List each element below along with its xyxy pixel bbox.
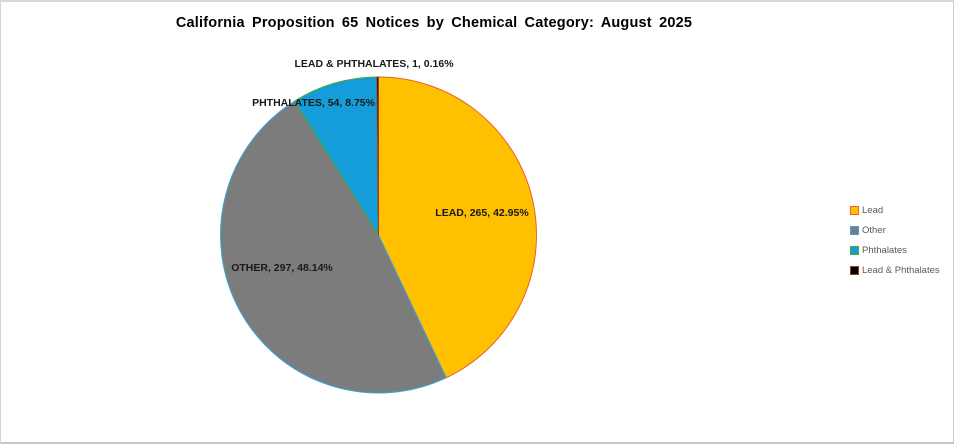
legend-label: Lead — [862, 204, 884, 216]
pie-slice-other — [220, 100, 447, 394]
legend-item-other: Other — [850, 220, 940, 240]
data-label-lead: LEAD, 265, 42.95% — [435, 207, 529, 219]
legend-label: Other — [862, 224, 886, 236]
pie-slice-lead — [378, 76, 537, 379]
legend-label: Phthalates — [862, 244, 907, 256]
pie-slice-lead-phthalates — [376, 76, 379, 236]
data-label-lead-phthalates: LEAD & PHTHALATES, 1, 0.16% — [294, 58, 454, 70]
data-label-phthalates: PHTHALATES, 54, 8.75% — [252, 97, 375, 109]
legend: Lead Other Phthalates Lead & Phthalates — [850, 200, 940, 280]
chart-title: California Proposition 65 Notices by Che… — [175, 15, 693, 31]
legend-item-phthalates: Phthalates — [850, 240, 940, 260]
pie-slice-phthalates — [294, 76, 379, 236]
legend-marker-icon — [850, 205, 859, 215]
legend-label: Lead & Phthalates — [862, 264, 940, 276]
legend-marker-icon — [850, 225, 859, 235]
legend-item-lead: Lead — [850, 200, 940, 220]
legend-item-lead-phthalates: Lead & Phthalates — [850, 260, 940, 280]
legend-marker-icon — [850, 265, 859, 275]
data-label-other: OTHER, 297, 48.14% — [231, 262, 333, 274]
legend-marker-icon — [850, 245, 859, 255]
